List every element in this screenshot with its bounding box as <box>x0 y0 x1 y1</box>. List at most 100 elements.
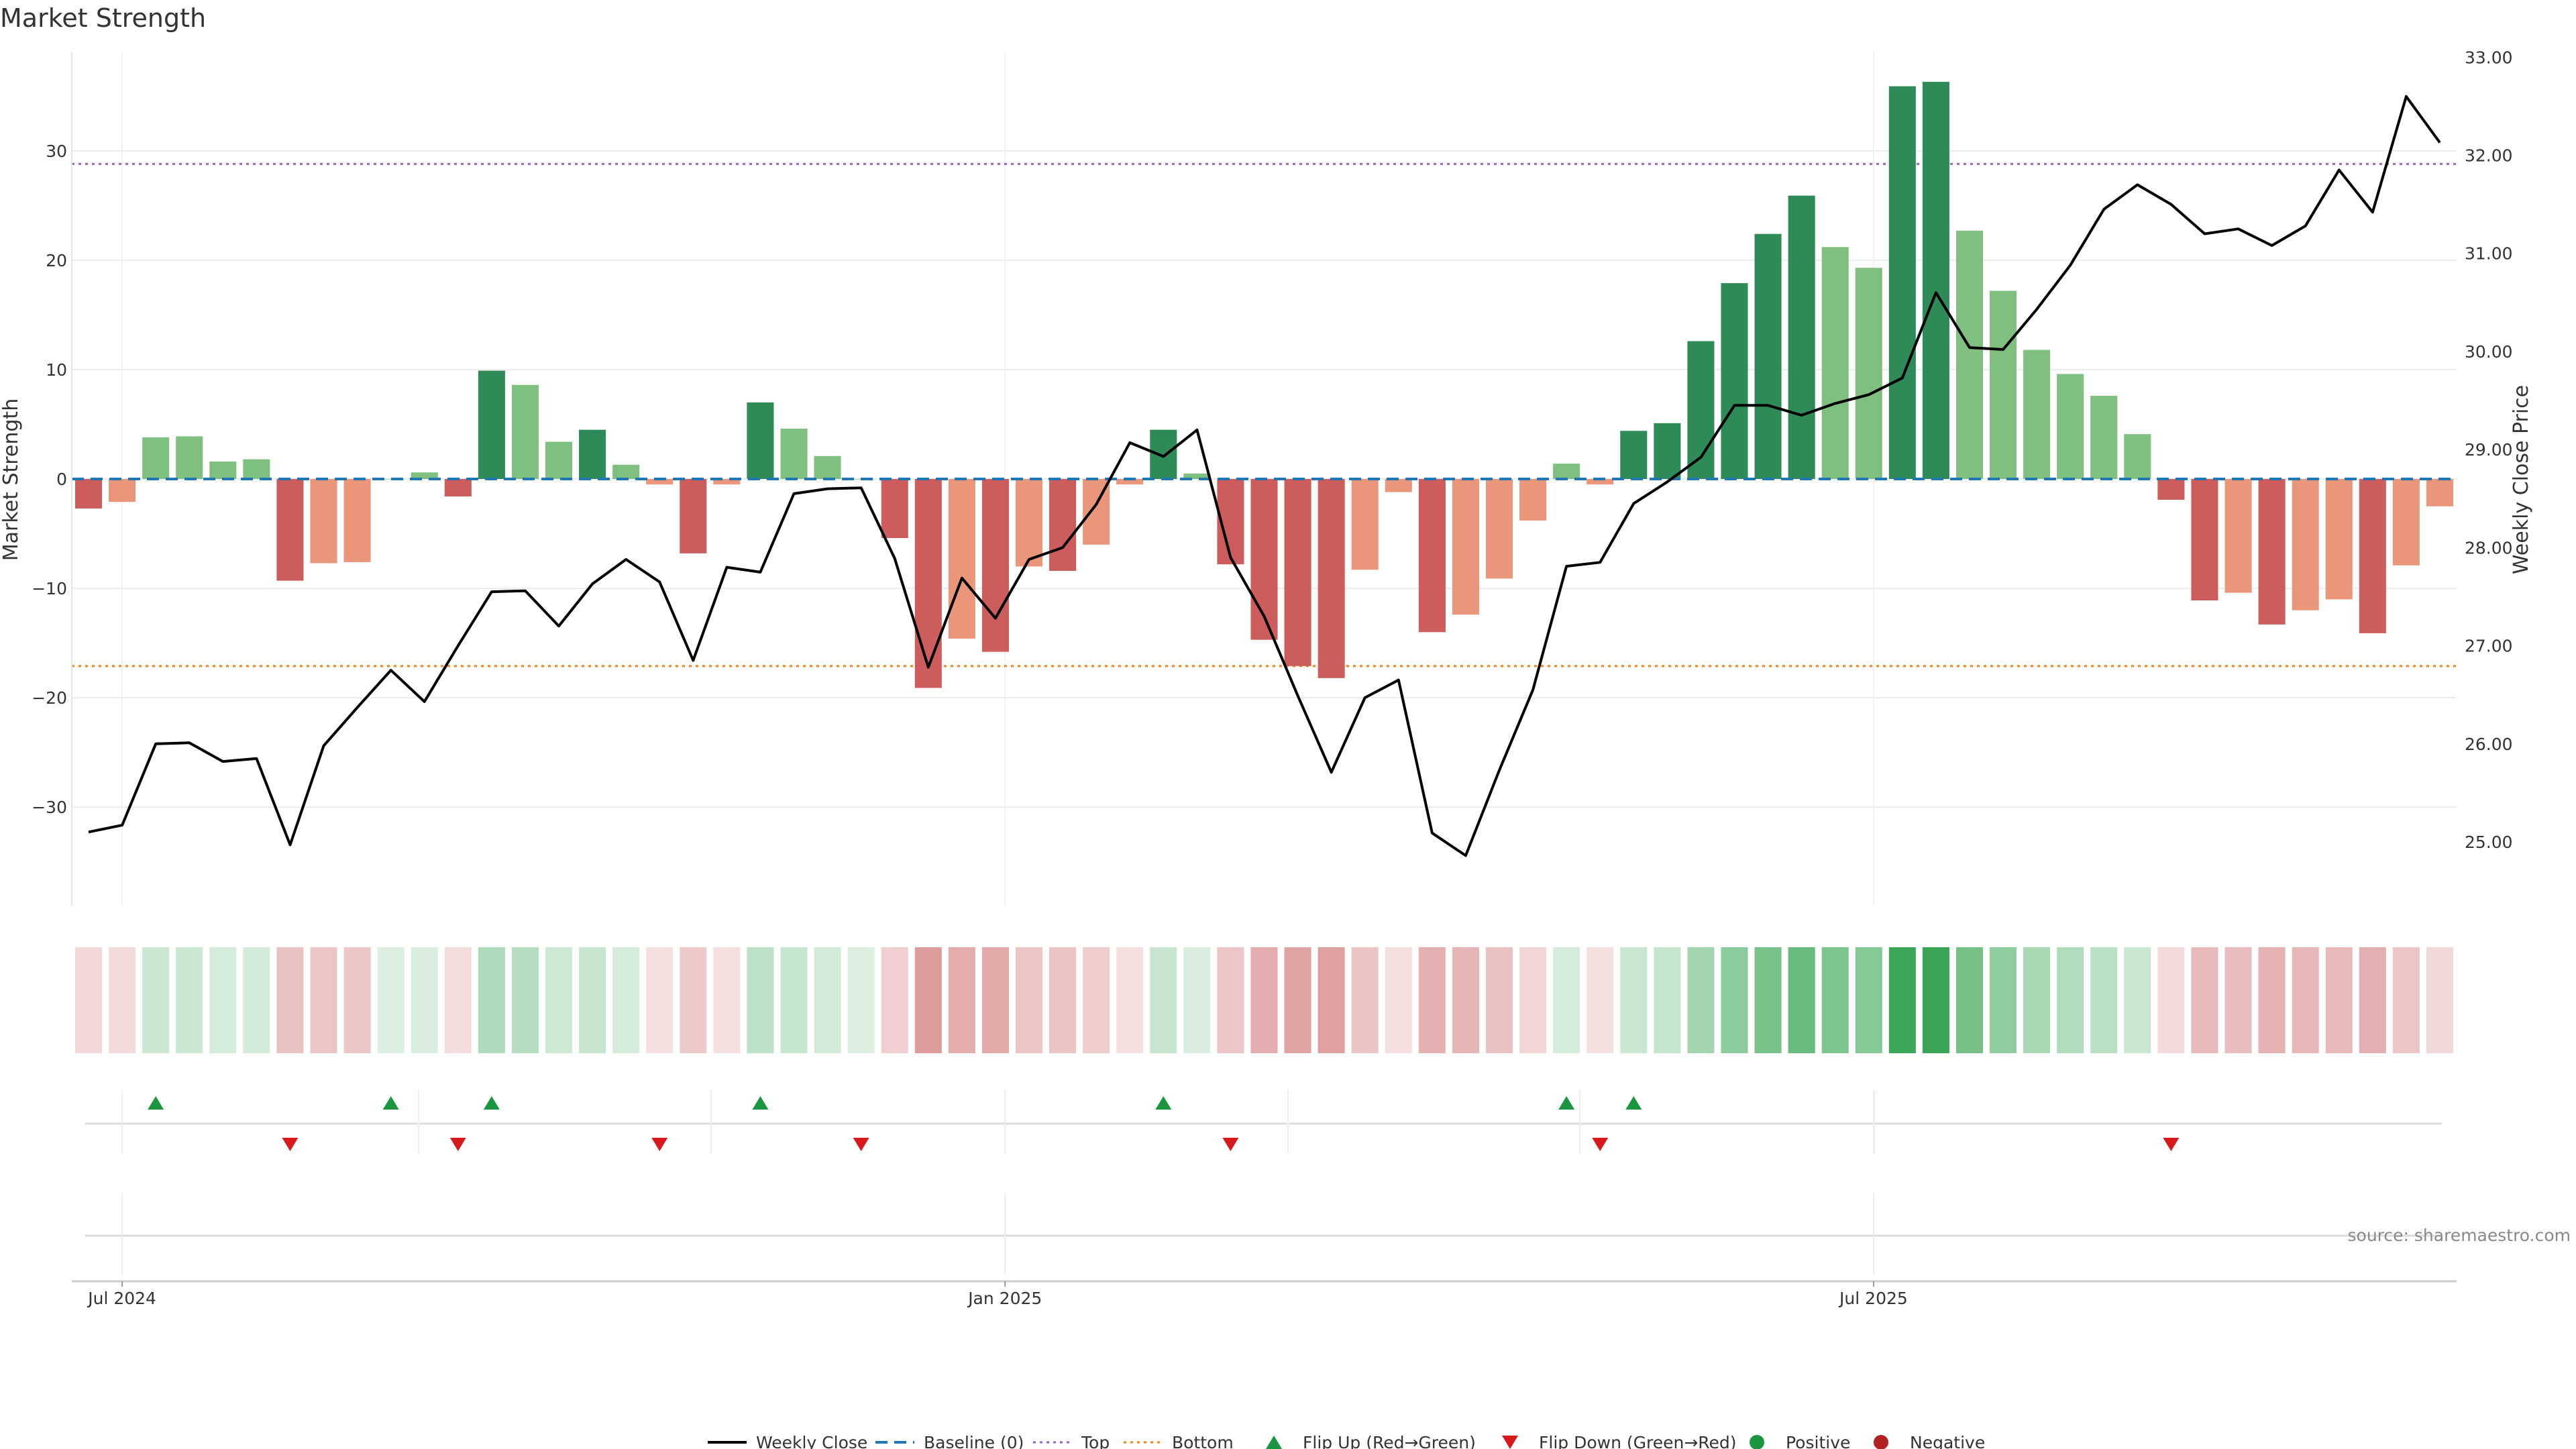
legend-label: Flip Up (Red→Green) <box>1303 1433 1476 1449</box>
strength-bar <box>1351 479 1379 570</box>
legend-swatch <box>1502 1436 1518 1449</box>
strength-bar <box>1452 479 1479 615</box>
x-tick-label: Jan 2025 <box>967 1289 1042 1308</box>
strength-bar <box>411 472 438 479</box>
heat-cell <box>377 947 405 1053</box>
y-tick-label: 0 <box>56 470 67 489</box>
heat-cell <box>411 947 438 1053</box>
heat-cell <box>343 947 371 1053</box>
strength-bar <box>209 461 237 479</box>
heat-cell <box>1015 947 1043 1053</box>
strength-bar <box>2023 350 2051 479</box>
flip-down-marker <box>651 1138 668 1151</box>
strength-bar <box>75 479 103 509</box>
heat-cell <box>444 947 472 1053</box>
y-axis-title: Market Strength <box>0 398 23 561</box>
y2-tick-label: 32.00 <box>2465 146 2513 166</box>
strength-heat-strip <box>75 947 2453 1053</box>
heat-cell <box>243 947 270 1053</box>
legend-item-top: Top <box>1033 1433 1110 1449</box>
heat-cell <box>948 947 975 1053</box>
strength-bar <box>1183 473 1211 479</box>
heat-cell <box>209 947 237 1053</box>
y2-tick-label: 30.00 <box>2465 342 2513 362</box>
flip-markers-panel <box>85 1090 2442 1154</box>
strength-bar <box>2090 396 2118 479</box>
heat-cell <box>1083 947 1110 1053</box>
weekly-close-line-group <box>88 95 2441 857</box>
chart-title: Market Strength <box>0 3 206 33</box>
strength-bar <box>914 479 942 688</box>
heat-cell <box>1990 947 2017 1053</box>
heat-cell <box>2325 947 2353 1053</box>
legend: Weekly Close Baseline (0) Top Bottom Flip Up… <box>708 1433 1985 1449</box>
heat-cell <box>646 947 674 1053</box>
strength-bar <box>1049 479 1077 571</box>
heat-cell <box>713 947 741 1053</box>
strength-bar <box>1284 479 1311 666</box>
strength-bar <box>310 479 337 564</box>
heat-cell <box>276 947 304 1053</box>
strength-bar <box>2359 479 2386 633</box>
flip-down-marker <box>282 1138 299 1151</box>
strength-bar <box>243 459 270 479</box>
legend-swatch <box>1874 1435 1888 1449</box>
strength-bar <box>1922 82 1949 480</box>
strength-bar <box>1519 479 1547 521</box>
strength-bar <box>1150 429 1177 479</box>
heat-cell <box>2124 947 2151 1053</box>
heat-cell <box>1150 947 1177 1053</box>
legend-label: Weekly Close <box>756 1433 867 1449</box>
strength-bar <box>2057 374 2084 479</box>
legend-item-bottom: Bottom <box>1124 1433 1234 1449</box>
legend-swatch <box>1266 1436 1282 1449</box>
heat-cell <box>1587 947 1614 1053</box>
heat-cell <box>847 947 875 1053</box>
strength-bar <box>2157 479 2185 500</box>
strength-bar <box>948 479 975 639</box>
strength-bar <box>2392 479 2420 566</box>
heat-cell <box>1754 947 1782 1053</box>
strength-bar <box>2124 434 2151 479</box>
strength-bar <box>276 479 304 581</box>
strength-bar <box>780 428 808 479</box>
strength-bars <box>72 82 2457 688</box>
strength-bar <box>2258 479 2286 625</box>
heat-cell <box>1654 947 1681 1053</box>
strength-bar <box>1116 479 1144 485</box>
strength-bar <box>478 370 505 479</box>
heat-cell <box>1821 947 1849 1053</box>
heat-cell <box>2023 947 2051 1053</box>
flip-up-marker <box>1625 1096 1642 1110</box>
heat-cell <box>2258 947 2286 1053</box>
strength-bar <box>2224 479 2252 593</box>
legend-label: Flip Down (Green→Red) <box>1539 1433 1737 1449</box>
weekly-close-line <box>88 95 2441 857</box>
heat-cell <box>1250 947 1278 1053</box>
y2-tick-label: 29.00 <box>2465 440 2513 460</box>
heat-cell <box>2057 947 2084 1053</box>
heat-cell <box>1855 947 1882 1053</box>
legend-label: Baseline (0) <box>924 1433 1024 1449</box>
legend-item-weekly-close: Weekly Close <box>708 1433 867 1449</box>
y2-tick-label: 28.00 <box>2465 538 2513 557</box>
y-tick-label: −30 <box>32 798 67 817</box>
heat-cell <box>478 947 505 1053</box>
strength-bar <box>1587 479 1614 485</box>
heat-cell <box>511 947 539 1053</box>
legend-label: Positive <box>1786 1433 1850 1449</box>
strength-bar <box>142 437 170 479</box>
heat-cell <box>1418 947 1446 1053</box>
strength-bar <box>646 479 674 485</box>
strength-bar <box>814 455 841 479</box>
strength-bar <box>612 464 640 479</box>
heat-cell <box>1955 947 1984 1053</box>
y2-tick-label: 25.00 <box>2465 833 2513 852</box>
strength-bar <box>1015 479 1043 567</box>
source-note: source: sharemaestro.com <box>2348 1226 2571 1245</box>
strength-bar <box>1620 431 1648 479</box>
heat-cell <box>176 947 203 1053</box>
legend-item-positive: Positive <box>1750 1433 1850 1449</box>
strength-bar <box>511 384 539 479</box>
heat-cell <box>1385 947 1412 1053</box>
